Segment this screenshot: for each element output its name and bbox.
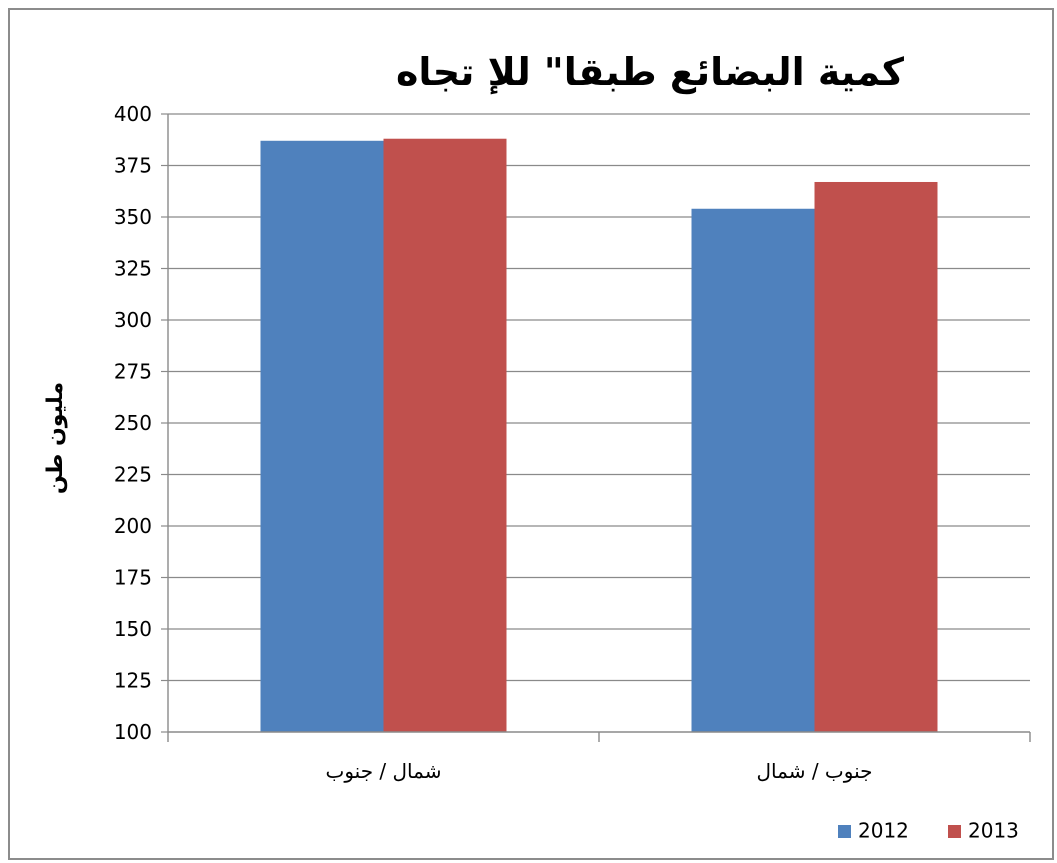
y-tick-label: 275 bbox=[114, 360, 152, 384]
bar-2013-cat-0 bbox=[384, 139, 507, 732]
ticks-layer: 100 125 150 175 200 225 250 275 300 325 350 375 400 bbox=[114, 102, 152, 744]
y-tick-label: 400 bbox=[114, 102, 152, 126]
bar-2012-cat-1 bbox=[692, 209, 815, 732]
cats-layer: شمال / جنوب جنوب / شمال bbox=[326, 759, 873, 783]
bars-layer bbox=[261, 139, 938, 732]
x-category-label: شمال / جنوب bbox=[326, 759, 442, 783]
legend-label-2012: 2012 bbox=[858, 819, 909, 843]
bar-2013-cat-1 bbox=[815, 182, 938, 732]
y-tick-label: 350 bbox=[114, 205, 152, 229]
y-tick-label: 175 bbox=[114, 566, 152, 590]
y-axis-label: مليون طن bbox=[43, 382, 68, 494]
y-tick-label: 325 bbox=[114, 257, 152, 281]
y-tick-label: 300 bbox=[114, 308, 152, 332]
y-tick-label: 225 bbox=[114, 463, 152, 487]
legend: 2012 2013 bbox=[838, 819, 1019, 843]
legend-swatch-2013 bbox=[948, 825, 961, 838]
y-tick-label: 375 bbox=[114, 154, 152, 178]
bar-2012-cat-0 bbox=[261, 141, 384, 732]
x-category-label: جنوب / شمال bbox=[757, 759, 873, 783]
y-tick-label: 200 bbox=[114, 514, 152, 538]
legend-swatch-2012 bbox=[838, 825, 851, 838]
y-tick-label: 125 bbox=[114, 669, 152, 693]
chart-title: كمية البضائع طبقا" للإ تجاه bbox=[396, 50, 905, 94]
y-tick-label: 100 bbox=[114, 720, 152, 744]
legend-label-2013: 2013 bbox=[968, 819, 1019, 843]
y-tick-label: 150 bbox=[114, 617, 152, 641]
y-tick-label: 250 bbox=[114, 411, 152, 435]
